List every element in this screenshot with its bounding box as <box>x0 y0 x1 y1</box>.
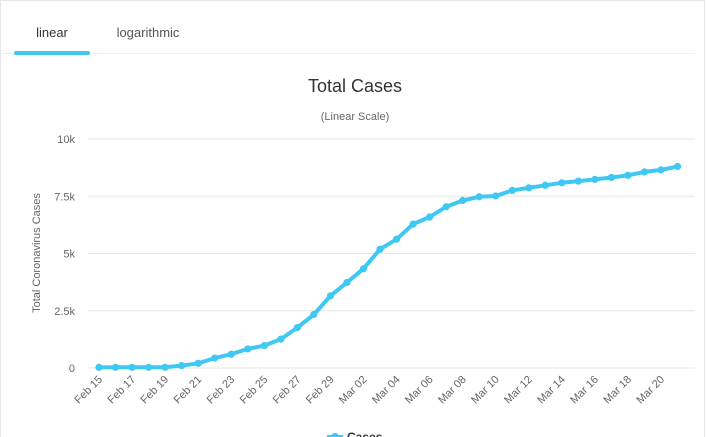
data-point[interactable] <box>392 235 401 243</box>
data-point[interactable] <box>227 350 235 358</box>
data-point[interactable] <box>607 173 616 182</box>
legend-label: Cases <box>347 430 383 437</box>
x-tick-label: Mar 04 <box>370 374 403 407</box>
data-point[interactable] <box>178 362 186 370</box>
data-point[interactable] <box>673 162 682 171</box>
data-point[interactable] <box>161 363 169 371</box>
y-tick-label: 10k <box>57 134 75 146</box>
y-tick-label: 5k <box>63 249 75 261</box>
active-tab-indicator <box>14 51 90 55</box>
data-point[interactable] <box>442 203 450 211</box>
x-tick-label: Mar 16 <box>568 374 601 407</box>
x-tick-label: Mar 08 <box>436 374 469 407</box>
data-point[interactable] <box>326 292 335 300</box>
chart-subtitle: (Linear Scale) <box>321 111 389 123</box>
data-point[interactable] <box>426 213 434 221</box>
tab-linear[interactable]: linear <box>36 25 68 40</box>
data-point[interactable] <box>624 171 632 179</box>
x-tick-label: Feb 17 <box>105 374 138 407</box>
data-point[interactable] <box>475 193 483 201</box>
data-point[interactable] <box>95 363 103 371</box>
data-point[interactable] <box>244 345 252 353</box>
x-tick-label: Feb 25 <box>238 374 271 407</box>
y-tick-label: 2.5k <box>54 306 75 318</box>
data-point[interactable] <box>525 184 533 192</box>
data-point[interactable] <box>359 265 368 273</box>
data-point[interactable] <box>640 168 649 176</box>
legend[interactable]: Cases <box>327 430 383 437</box>
x-tick-label: Mar 02 <box>337 374 370 407</box>
data-point[interactable] <box>574 177 582 185</box>
x-tick-label: Mar 20 <box>634 374 667 407</box>
data-point[interactable] <box>211 354 219 362</box>
x-tick-label: Mar 14 <box>535 374 568 407</box>
data-point[interactable] <box>409 220 417 228</box>
data-point[interactable] <box>343 278 351 287</box>
x-tick-label: Feb 23 <box>205 374 238 407</box>
data-point[interactable] <box>508 186 516 195</box>
data-point[interactable] <box>260 342 268 350</box>
x-tick-label: Mar 12 <box>502 374 535 407</box>
legend-marker-dot <box>331 433 339 437</box>
scale-tabs: linear logarithmic <box>0 0 695 55</box>
y-axis-title: Total Coronavirus Cases <box>31 193 43 313</box>
x-tick-label: Feb 19 <box>139 374 172 407</box>
data-point[interactable] <box>144 363 153 371</box>
data-point[interactable] <box>128 363 136 371</box>
data-point[interactable] <box>657 166 665 174</box>
y-tick-label: 0 <box>69 363 75 375</box>
y-tick-label: 7.5k <box>54 191 75 203</box>
x-tick-label: Mar 10 <box>469 374 502 407</box>
data-point[interactable] <box>492 192 500 200</box>
tab-logarithmic[interactable]: logarithmic <box>116 25 180 40</box>
data-point[interactable] <box>277 335 285 343</box>
data-point[interactable] <box>591 175 599 183</box>
x-tick-label: Feb 21 <box>172 374 205 407</box>
x-tick-label: Mar 06 <box>403 374 436 407</box>
data-point[interactable] <box>310 310 318 319</box>
data-point[interactable] <box>111 363 120 371</box>
data-point[interactable] <box>459 196 467 205</box>
x-tick-label: Feb 29 <box>304 374 337 407</box>
data-point[interactable] <box>376 245 384 253</box>
x-tick-label: Feb 15 <box>72 374 105 407</box>
chart-title: Total Cases <box>308 76 402 96</box>
data-point[interactable] <box>293 323 301 332</box>
x-tick-label: Mar 18 <box>601 374 634 407</box>
data-point[interactable] <box>194 359 202 367</box>
x-tick-label: Feb 27 <box>271 374 304 407</box>
data-point[interactable] <box>558 179 566 187</box>
data-point[interactable] <box>541 181 549 189</box>
